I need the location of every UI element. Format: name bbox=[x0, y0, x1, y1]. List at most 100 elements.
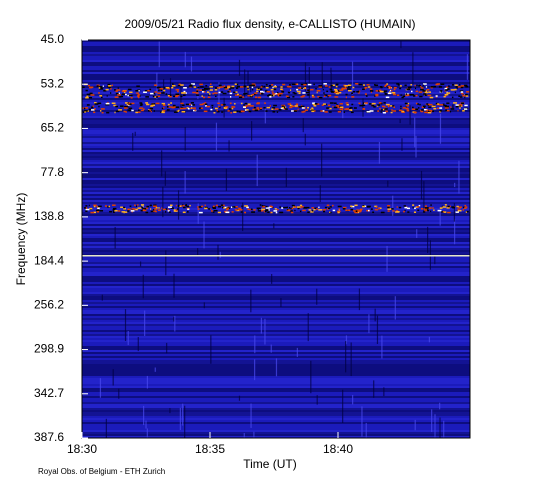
spectrum-burst bbox=[272, 111, 276, 113]
spectrum-burst bbox=[324, 111, 328, 113]
spectrum-burst bbox=[145, 211, 149, 214]
spectrum-burst bbox=[424, 94, 427, 96]
spectrum-burst bbox=[327, 94, 332, 97]
spectrum-burst bbox=[457, 86, 461, 88]
spectrum-burst bbox=[180, 84, 184, 86]
spectrum-burst bbox=[369, 90, 374, 92]
spectrum-burst bbox=[264, 210, 267, 213]
spectrum-burst bbox=[105, 88, 109, 91]
spectrum-row bbox=[82, 70, 470, 72]
spectrum-burst bbox=[86, 95, 89, 98]
spectrum-burst bbox=[261, 206, 266, 208]
spectrum-burst bbox=[345, 102, 349, 104]
spectrum-burst bbox=[161, 207, 163, 209]
spectrum-row bbox=[82, 172, 470, 174]
spectrum-row bbox=[82, 124, 470, 126]
spectrum-row bbox=[82, 100, 470, 102]
spectrum-row bbox=[82, 336, 470, 338]
spectrum-burst bbox=[186, 107, 189, 109]
spectrum-burst bbox=[261, 208, 266, 211]
spectrum-burst bbox=[156, 95, 161, 98]
spectrum-burst bbox=[194, 109, 196, 111]
spectrum-burst bbox=[257, 102, 260, 104]
spectrum-burst bbox=[173, 210, 178, 212]
spectrum-burst bbox=[364, 102, 368, 104]
spectrum-burst bbox=[94, 102, 97, 104]
spectrum-burst bbox=[412, 206, 414, 209]
spectrum-row bbox=[82, 176, 470, 178]
spectrum-burst bbox=[379, 89, 382, 92]
spectrum-burst bbox=[378, 90, 380, 92]
spectrum-burst bbox=[267, 94, 270, 97]
spectrum-burst bbox=[387, 210, 390, 212]
spectrum-burst bbox=[232, 106, 236, 108]
spectrum-burst bbox=[248, 110, 252, 113]
spectrum-row bbox=[82, 418, 470, 420]
spectrum-burst bbox=[246, 109, 249, 111]
spectrum-burst bbox=[274, 92, 279, 95]
spectrum-burst bbox=[445, 94, 447, 97]
spectrum-burst bbox=[272, 93, 276, 95]
spectrum-burst bbox=[286, 85, 291, 88]
spectrum-burst bbox=[271, 94, 274, 97]
spectrum-row bbox=[82, 348, 470, 350]
spectrum-burst bbox=[85, 210, 88, 212]
spectrum-burst bbox=[247, 208, 249, 210]
spectrum-burst bbox=[313, 105, 317, 107]
spectrum-burst bbox=[432, 110, 434, 113]
spectrum-burst bbox=[285, 108, 288, 110]
spectrum-streak bbox=[454, 219, 456, 245]
spectrum-burst bbox=[460, 86, 464, 89]
spectrum-row bbox=[82, 256, 470, 258]
spectrum-burst bbox=[419, 95, 423, 98]
spectrum-row bbox=[82, 218, 470, 220]
spectrum-burst bbox=[149, 88, 152, 91]
spectrum-burst bbox=[445, 109, 447, 111]
spectrum-burst bbox=[433, 107, 437, 110]
y-tick-label: 138.8 bbox=[34, 209, 64, 223]
spectrum-burst bbox=[217, 211, 221, 214]
spectrum-burst bbox=[115, 92, 119, 95]
spectrum-burst bbox=[196, 94, 199, 96]
spectrum-burst bbox=[355, 210, 358, 212]
spectrum-burst bbox=[252, 108, 256, 111]
spectrum-burst bbox=[450, 110, 452, 113]
spectrum-burst bbox=[171, 86, 174, 89]
spectrum-burst bbox=[235, 91, 238, 93]
spectrum-row bbox=[82, 260, 470, 262]
spectrum-streak bbox=[453, 203, 456, 222]
spectrum-burst bbox=[227, 85, 231, 87]
spectrum-burst bbox=[202, 103, 205, 105]
spectrum-burst bbox=[300, 96, 304, 98]
spectrum-burst bbox=[257, 96, 262, 99]
spectrum-row bbox=[82, 350, 470, 352]
spectrum-burst bbox=[415, 102, 418, 105]
spectrum-burst bbox=[379, 90, 384, 93]
spectrum-row bbox=[82, 64, 470, 66]
spectrum-streak bbox=[275, 358, 278, 377]
spectrum-burst bbox=[304, 106, 306, 109]
spectrum-streak bbox=[296, 347, 298, 357]
spectrum-streak bbox=[330, 67, 332, 74]
spectrum-burst bbox=[215, 95, 217, 98]
spectrum-burst bbox=[270, 88, 274, 91]
spectrum-burst bbox=[114, 96, 119, 98]
spectrum-burst bbox=[227, 86, 231, 88]
spectrum-row bbox=[82, 78, 470, 80]
spectrum-burst bbox=[451, 96, 454, 99]
spectrum-row bbox=[82, 168, 470, 170]
spectrum-burst bbox=[327, 104, 331, 107]
spectrum-burst bbox=[391, 89, 393, 92]
spectrum-burst bbox=[182, 211, 186, 214]
spectrum-burst bbox=[307, 89, 310, 91]
spectrum-streak bbox=[180, 86, 182, 109]
spectrum-burst bbox=[291, 83, 296, 86]
spectrum-burst bbox=[335, 85, 338, 88]
spectrum-burst bbox=[399, 85, 402, 87]
spectrum-burst bbox=[219, 86, 222, 89]
spectrum-row bbox=[82, 290, 470, 292]
spectrum-burst bbox=[316, 208, 318, 210]
spectrum-burst bbox=[316, 90, 321, 92]
spectrum-streak bbox=[304, 62, 307, 92]
spectrum-line bbox=[82, 255, 470, 257]
